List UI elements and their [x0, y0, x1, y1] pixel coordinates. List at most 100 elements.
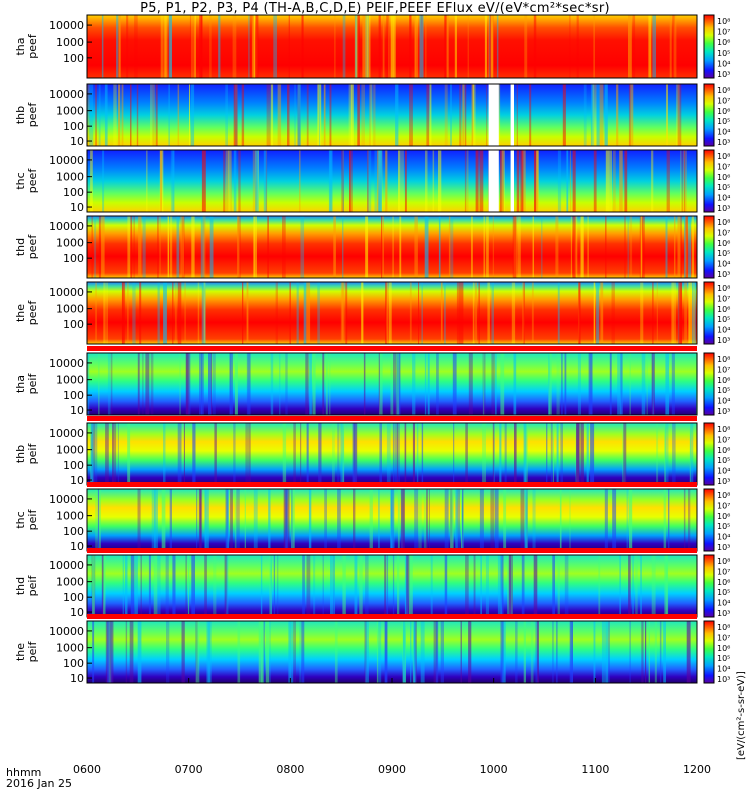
data-gap — [488, 84, 499, 146]
y-tick-label: 1000 — [56, 36, 84, 49]
y-tick-label: 10 — [70, 672, 84, 685]
colorbar-tick: 10⁷ — [717, 28, 730, 37]
colorbar-tick: 10⁶ — [717, 446, 730, 455]
colorbar — [703, 149, 715, 213]
colorbar-unit-label: [eV/(cm²-s-sr-eV)] — [736, 671, 747, 760]
y-tick-label: 100 — [63, 657, 84, 670]
colorbar-tick: 10³ — [717, 477, 730, 486]
colorbar-tick: 10³ — [717, 543, 730, 552]
panel-frame — [86, 215, 698, 279]
colorbar-tick: 10⁸ — [717, 17, 730, 26]
colorbar-tick: 10⁸ — [717, 284, 730, 293]
y-tick-label: 10 — [70, 201, 84, 214]
colorbar-tick: 10⁵ — [717, 249, 730, 258]
x-tick-label: 1100 — [581, 763, 609, 776]
panel-label: thepeef — [14, 300, 39, 326]
colorbar-tick: 10⁸ — [717, 491, 730, 500]
colorbar-tick: 10⁴ — [717, 194, 730, 203]
colorbar — [703, 14, 715, 79]
y-tick-label: 10000 — [49, 427, 84, 440]
y-tick-label: 10 — [70, 606, 84, 619]
colorbar-tick: 10³ — [717, 675, 730, 684]
ribbon-bar — [87, 416, 697, 421]
colorbar-tick: 10⁷ — [717, 501, 730, 510]
x-tick-label: 0800 — [276, 763, 304, 776]
panel-label: thepeif — [14, 641, 39, 663]
colorbar-tick: 10⁴ — [717, 467, 730, 476]
y-tick-label: 100 — [63, 389, 84, 402]
y-tick-label: 1000 — [56, 303, 84, 316]
panel-label: thapeif — [14, 373, 39, 395]
panel-label: thdpeif — [14, 575, 39, 597]
colorbar-tick: 10⁵ — [717, 49, 730, 58]
spectrogram-the_peef — [87, 282, 697, 344]
y-tick-label: 1000 — [56, 105, 84, 118]
colorbar-tick: 10⁴ — [717, 397, 730, 406]
y-tick-label: 100 — [63, 318, 84, 331]
y-tick-label: 100 — [63, 459, 84, 472]
colorbar-tick: 10⁷ — [717, 567, 730, 576]
colorbar-tick: 10⁶ — [717, 173, 730, 182]
x-tick-label: 0600 — [73, 763, 101, 776]
colorbar — [703, 620, 715, 684]
colorbar-tick: 10⁷ — [717, 228, 730, 237]
colorbar-tick: 10⁸ — [717, 355, 730, 364]
ribbon-bar — [87, 346, 697, 351]
y-tick-label: 1000 — [56, 237, 84, 250]
x-tick-label: 1000 — [480, 763, 508, 776]
spectrogram-the_peif — [87, 621, 697, 683]
panel-label: thcpeif — [14, 509, 39, 531]
panel-label: thapeef — [14, 33, 39, 59]
panel-label: thcpeef — [14, 168, 39, 194]
y-tick-label: 1000 — [56, 576, 84, 589]
y-tick-label: 10000 — [49, 625, 84, 638]
colorbar-tick: 10⁴ — [717, 599, 730, 608]
colorbar-tick: 10⁸ — [717, 623, 730, 632]
y-tick-label: 10 — [70, 135, 84, 148]
colorbar-tick: 10⁶ — [717, 376, 730, 385]
colorbar-tick: 10⁶ — [717, 644, 730, 653]
ribbon-bar — [87, 614, 697, 619]
colorbar-tick: 10³ — [717, 270, 730, 279]
plot-title: P5, P1, P2, P3, P4 (TH-A,B,C,D,E) PEIF,P… — [140, 1, 610, 16]
y-tick-label: 100 — [63, 591, 84, 604]
panel-frame — [86, 281, 698, 345]
data-gap — [488, 150, 499, 212]
colorbar — [703, 281, 715, 345]
y-tick-label: 1000 — [56, 374, 84, 387]
colorbar-tick: 10⁷ — [717, 633, 730, 642]
y-tick-label: 10000 — [49, 493, 84, 506]
date-label: 2016 Jan 25 — [6, 777, 72, 790]
colorbar-tick: 10⁸ — [717, 86, 730, 95]
colorbar-tick: 10³ — [717, 138, 730, 147]
colorbar — [703, 422, 715, 486]
y-tick-label: 100 — [63, 120, 84, 133]
y-tick-label: 10 — [70, 540, 84, 553]
y-tick-label: 1000 — [56, 510, 84, 523]
y-tick-label: 100 — [63, 52, 84, 65]
colorbar — [703, 215, 715, 279]
colorbar-tick: 10⁶ — [717, 578, 730, 587]
y-tick-label: 100 — [63, 252, 84, 265]
x-axis: 0600 0700 0800 0900 1000 1100 1200 — [73, 678, 711, 776]
colorbar-tick: 10³ — [717, 609, 730, 618]
colorbar-tick: 10⁶ — [717, 305, 730, 314]
y-tick-label: 10000 — [49, 286, 84, 299]
y-tick-label: 10000 — [49, 154, 84, 167]
colorbar-tick: 10⁷ — [717, 96, 730, 105]
colorbar — [703, 83, 715, 147]
colorbar-tick: 10⁸ — [717, 557, 730, 566]
colorbar-tick: 10⁷ — [717, 365, 730, 374]
colorbar-tick: 10⁴ — [717, 260, 730, 269]
y-tick-label: 10000 — [49, 357, 84, 370]
colorbar-tick: 10⁵ — [717, 588, 730, 597]
colorbar — [703, 488, 715, 552]
panel-frame — [86, 149, 698, 213]
